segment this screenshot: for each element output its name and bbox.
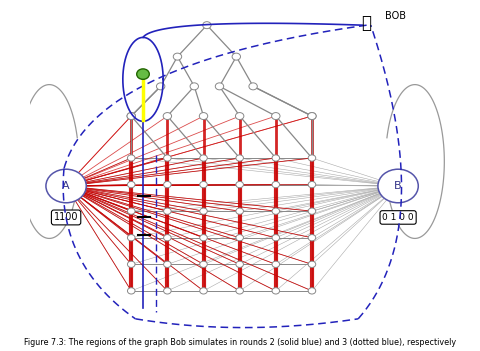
- Circle shape: [199, 288, 207, 294]
- Circle shape: [308, 181, 315, 188]
- Circle shape: [156, 83, 165, 90]
- Circle shape: [127, 261, 135, 267]
- Circle shape: [163, 261, 171, 267]
- Circle shape: [127, 208, 135, 214]
- Circle shape: [127, 113, 135, 120]
- Circle shape: [308, 234, 315, 241]
- Circle shape: [377, 169, 418, 203]
- Circle shape: [136, 69, 149, 79]
- Circle shape: [127, 181, 135, 188]
- Circle shape: [308, 208, 315, 214]
- Circle shape: [215, 83, 223, 90]
- Circle shape: [308, 261, 315, 267]
- Circle shape: [235, 181, 243, 188]
- Circle shape: [272, 288, 279, 294]
- Circle shape: [272, 234, 279, 241]
- Circle shape: [163, 234, 171, 241]
- Circle shape: [190, 83, 198, 90]
- Circle shape: [202, 22, 211, 29]
- Circle shape: [235, 208, 243, 214]
- Circle shape: [235, 113, 243, 120]
- Text: A: A: [62, 181, 70, 191]
- Circle shape: [199, 208, 207, 214]
- Circle shape: [173, 53, 181, 60]
- Text: 🕵: 🕵: [361, 14, 371, 32]
- Circle shape: [235, 155, 243, 161]
- Circle shape: [127, 155, 135, 161]
- Circle shape: [127, 113, 135, 120]
- Circle shape: [235, 261, 243, 267]
- Circle shape: [199, 234, 207, 241]
- Circle shape: [232, 53, 240, 60]
- Circle shape: [235, 288, 243, 294]
- Circle shape: [272, 181, 279, 188]
- Circle shape: [307, 113, 315, 120]
- Circle shape: [272, 261, 279, 267]
- Circle shape: [199, 261, 207, 267]
- Text: BOB: BOB: [384, 12, 406, 21]
- Circle shape: [163, 181, 171, 188]
- Text: Figure 7.3: The regions of the graph Bob simulates in rounds 2 (solid blue) and : Figure 7.3: The regions of the graph Bob…: [24, 338, 456, 347]
- Circle shape: [199, 181, 207, 188]
- Circle shape: [127, 288, 135, 294]
- Text: B: B: [394, 181, 401, 191]
- Circle shape: [163, 155, 171, 161]
- Circle shape: [307, 113, 315, 120]
- Text: 0 1 0 0: 0 1 0 0: [382, 213, 413, 222]
- Circle shape: [163, 208, 171, 214]
- Circle shape: [248, 83, 257, 90]
- Circle shape: [308, 288, 315, 294]
- Circle shape: [163, 288, 171, 294]
- Circle shape: [272, 155, 279, 161]
- Text: 1100: 1100: [54, 212, 78, 223]
- Circle shape: [235, 234, 243, 241]
- Circle shape: [199, 155, 207, 161]
- Circle shape: [199, 113, 207, 120]
- Circle shape: [271, 113, 279, 120]
- Circle shape: [163, 113, 171, 120]
- Circle shape: [308, 155, 315, 161]
- Circle shape: [127, 234, 135, 241]
- Circle shape: [46, 169, 86, 203]
- Circle shape: [272, 208, 279, 214]
